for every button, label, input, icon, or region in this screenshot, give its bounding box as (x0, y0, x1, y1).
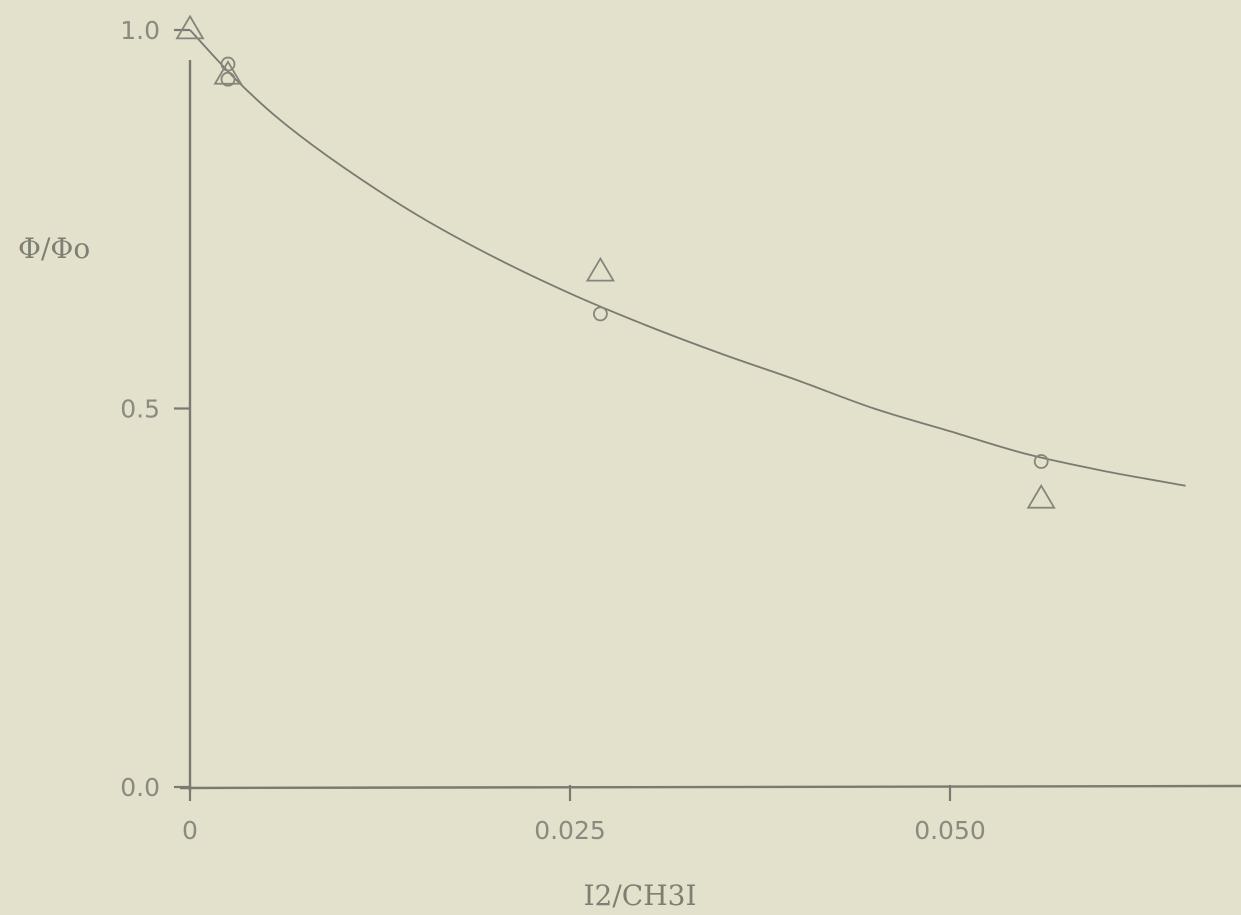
x-tick-label: 0.025 (534, 816, 606, 845)
y-tick-label: 1.0 (120, 16, 160, 45)
triangle-marker (1026, 483, 1056, 509)
fit-curve (189, 29, 1186, 487)
y-axis-label: Φ/Φo (18, 232, 90, 265)
circle-marker (220, 71, 236, 87)
ticks: 0 0.025 0.050 0.0 0.5 1.0 (120, 16, 986, 845)
y-tick-label: 0.0 (120, 773, 160, 802)
axes (179, 60, 1241, 791)
x-tick-label: 0.050 (914, 816, 986, 845)
triangle-marker (175, 14, 205, 40)
x-tick-label: 0 (182, 816, 198, 845)
data-markers (175, 14, 1056, 509)
triangle-marker (585, 256, 615, 282)
circle-marker (1033, 454, 1049, 469)
circle-marker (593, 306, 608, 322)
y-tick-label: 0.5 (120, 395, 160, 424)
triangle-marker (213, 60, 243, 85)
x-axis-label: I2/CH3I (583, 879, 696, 912)
circle-marker (220, 56, 236, 72)
x-axis (179, 784, 1241, 790)
